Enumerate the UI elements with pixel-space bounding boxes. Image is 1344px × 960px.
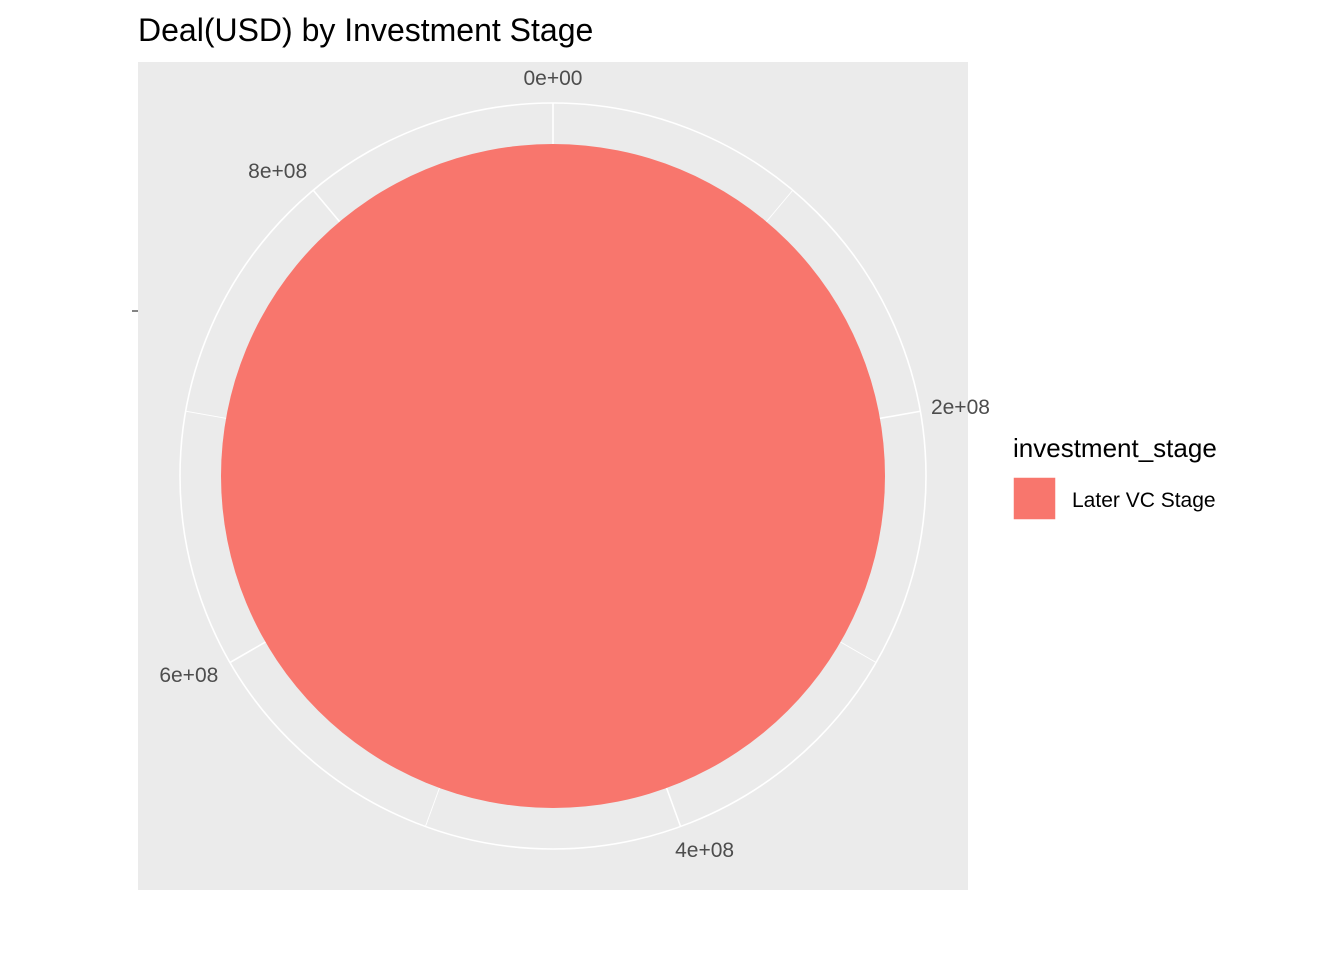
legend-label: Later VC Stage [1072,489,1216,512]
legend-title: investment_stage [1013,433,1217,463]
tick-label: 2e+08 [931,396,990,419]
tick-label: 4e+08 [675,839,734,862]
pie-slice [221,144,885,808]
tick-label: 8e+08 [248,160,307,183]
slice-layer [221,144,885,808]
legend: Later VC Stage [1012,476,1216,521]
tick-labels: 0e+00 2e+08 4e+08 6e+08 8e+08 [159,67,990,862]
tick-label: 0e+00 [524,67,583,90]
legend-key [1012,476,1057,521]
tick-label: 6e+08 [159,664,218,687]
chart-title: Deal(USD) by Investment Stage [138,12,593,48]
